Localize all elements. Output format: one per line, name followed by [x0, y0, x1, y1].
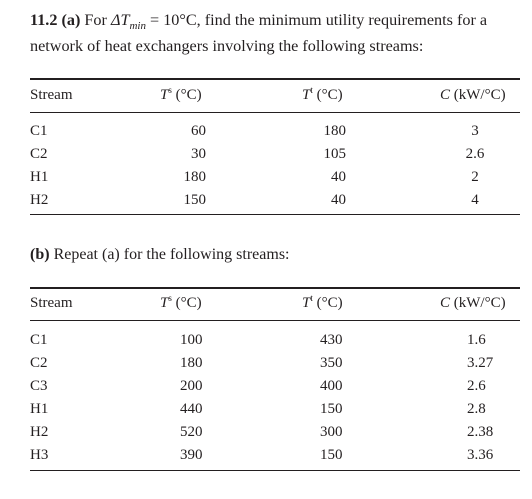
table-b-c: 3.27 [467, 355, 494, 371]
delta-symbol: ΔT [110, 11, 130, 29]
line1-pre: For [84, 11, 111, 29]
table-b-top-rule [30, 287, 520, 289]
table-b-stream: C1 [30, 332, 48, 348]
table-b-tt: 350 [320, 355, 343, 371]
table-b-ts: 200 [180, 378, 203, 394]
table-a-stream: H1 [30, 169, 49, 185]
table-a-bottom-rule [30, 214, 520, 215]
table-b-stream: H2 [30, 424, 49, 440]
table-a-c: 2 [471, 169, 479, 185]
delta-subscript: min [129, 20, 146, 32]
line1-post: = 10°C, find the minimum utility require… [145, 11, 488, 29]
table-b-stream: H1 [30, 401, 49, 417]
table-b-ts: 520 [180, 424, 203, 440]
table-b-c: 2.6 [467, 378, 486, 394]
table-b-tt: 150 [320, 401, 343, 417]
problem-number: 11.2 [30, 11, 58, 29]
table-b-tt: 300 [320, 424, 343, 440]
table-b-ts: 180 [180, 355, 203, 371]
table-a-header-tt: Tt (°C) [302, 85, 343, 104]
table-b-header-stream: Stream [30, 295, 73, 311]
table-a-ts: 30 [191, 146, 206, 162]
table-b-header-c: C (kW/°C) [440, 295, 506, 311]
part-b-text: Repeat (a) for the following streams: [49, 246, 290, 263]
table-a-header-stream: Stream [30, 87, 73, 103]
table-b-ts: 100 [180, 332, 203, 348]
table-a-header-rule [30, 112, 520, 113]
table-b-c: 2.38 [467, 424, 494, 440]
table-b-tt: 430 [320, 332, 343, 348]
table-b-stream: C2 [30, 355, 48, 371]
table-b-header-tt: Tt (°C) [302, 293, 343, 312]
table-a-top-rule [30, 78, 520, 80]
line2: network of heat exchangers involving the… [30, 37, 424, 55]
table-a-ts: 180 [183, 169, 207, 185]
table-b-header-ts: Ts (°C) [160, 293, 202, 312]
problem-statement: 11.2 (a) For ΔTmin = 10°C, find the mini… [30, 10, 530, 56]
table-a-tt: 40 [331, 192, 346, 208]
table-a-c: 3 [471, 123, 479, 139]
table-a-c: 4 [471, 192, 479, 208]
table-b-tt: 400 [320, 378, 343, 394]
table-a-header-c: C (kW/°C) [440, 87, 506, 103]
table-b-header-rule [30, 320, 520, 321]
table-a-tt: 105 [323, 146, 347, 162]
part-a-label: (a) [61, 11, 81, 29]
table-a-header-ts: Ts (°C) [160, 85, 202, 104]
part-b-label: (b) [30, 246, 50, 263]
table-b-c: 2.8 [467, 401, 486, 417]
part-b-statement: (b) Repeat (a) for the following streams… [30, 245, 289, 265]
table-b-c: 3.36 [467, 447, 494, 463]
table-b-stream: C3 [30, 378, 48, 394]
table-a-stream: H2 [30, 192, 49, 208]
table-a-c: 2.6 [465, 146, 485, 162]
table-b-ts: 390 [180, 447, 203, 463]
table-b-c: 1.6 [467, 332, 486, 348]
table-a-ts: 150 [183, 192, 207, 208]
table-a-tt: 40 [331, 169, 346, 185]
table-a-ts: 60 [191, 123, 206, 139]
table-b-bottom-rule [30, 470, 520, 471]
table-a-stream: C1 [30, 123, 48, 139]
table-b-ts: 440 [180, 401, 203, 417]
table-b-stream: H3 [30, 447, 49, 463]
table-a-stream: C2 [30, 146, 48, 162]
table-a-tt: 180 [323, 123, 347, 139]
table-b-tt: 150 [320, 447, 343, 463]
